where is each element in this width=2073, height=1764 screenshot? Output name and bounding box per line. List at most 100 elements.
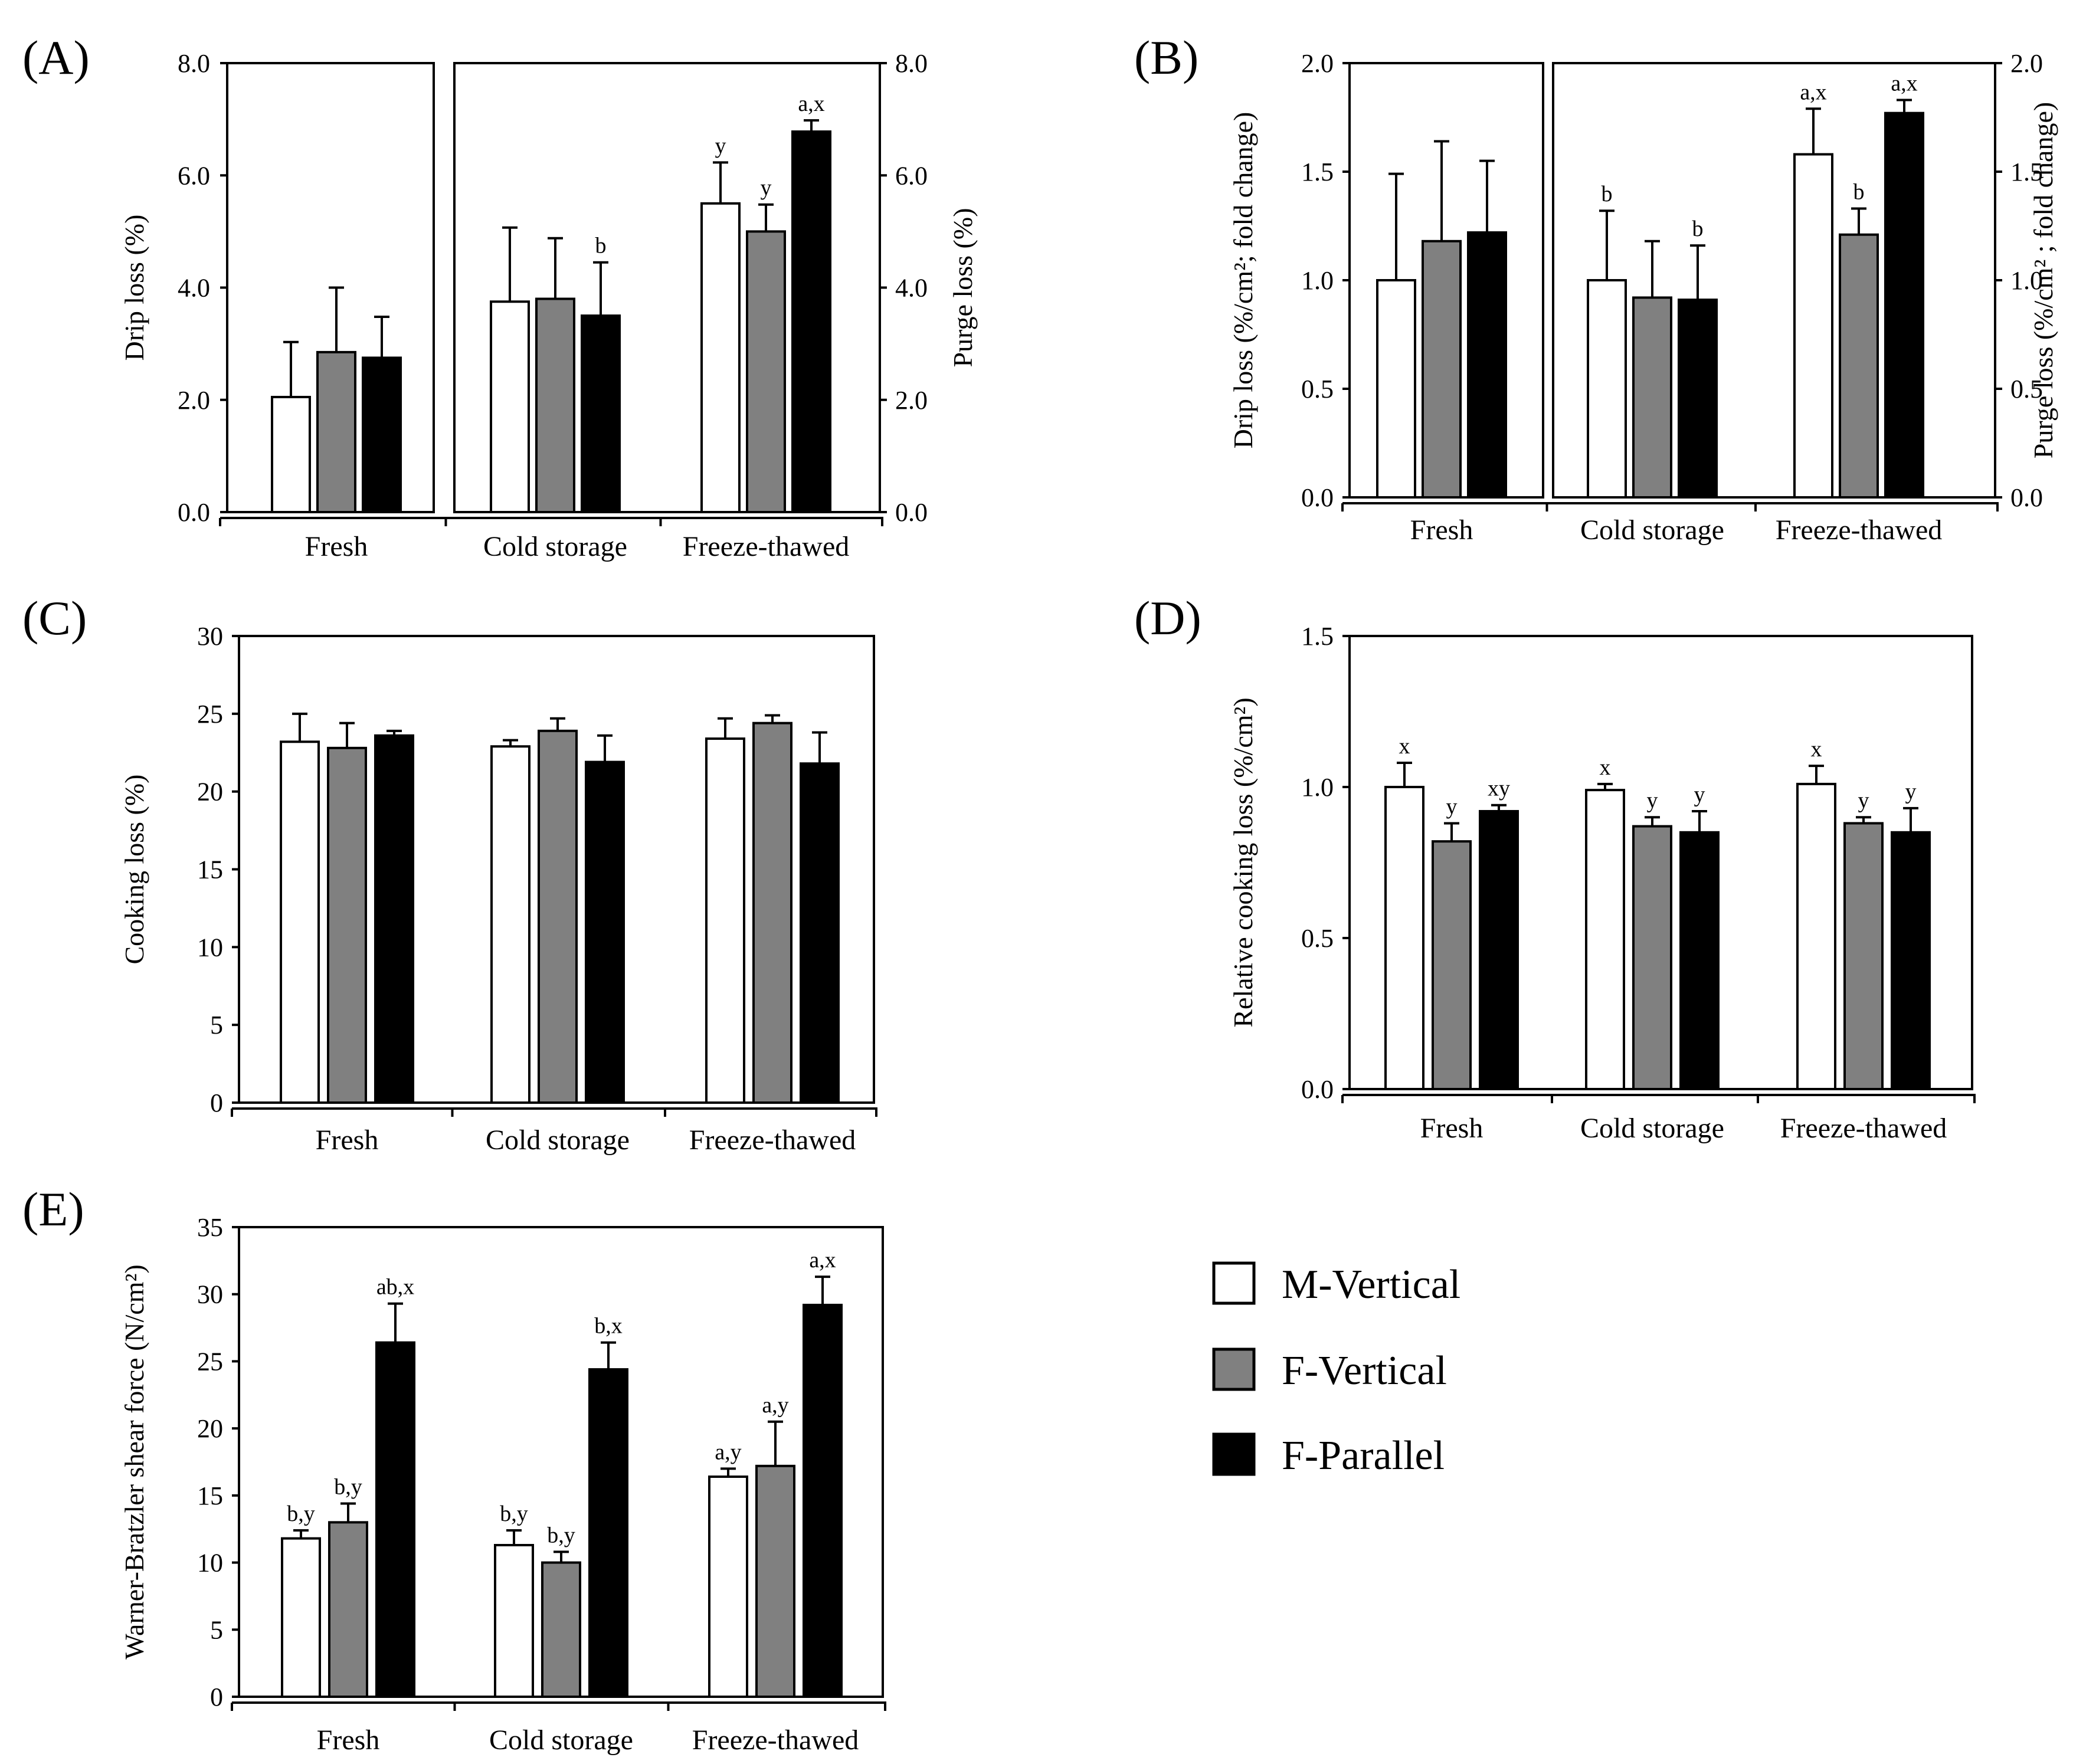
bar-f-parallel-freeze-thawed bbox=[803, 1303, 843, 1699]
significance-label: x bbox=[1399, 734, 1410, 759]
x-tick-label-fresh: Fresh bbox=[1420, 1113, 1483, 1144]
bar-f-vertical-cold-storage bbox=[538, 729, 578, 1104]
y-axis-title: Relative cooking loss (%/cm²) bbox=[1228, 697, 1258, 1027]
legend: M-Vertical F-Vertical F-Parallel bbox=[1212, 1261, 1460, 1478]
bar-f-vertical-fresh bbox=[1432, 840, 1472, 1091]
significance-label: a,y bbox=[762, 1393, 788, 1418]
significance-label: b,y bbox=[334, 1475, 362, 1500]
y-tick-label: 10 bbox=[197, 933, 223, 962]
bar-f-vertical-freeze-thawed bbox=[1839, 233, 1879, 499]
y-tick-label: 1.5 bbox=[1301, 622, 1334, 651]
significance-label: b bbox=[595, 234, 607, 258]
significance-label: b,x bbox=[594, 1314, 623, 1339]
y-axis-title-right: Purge loss (%/cm² ; fold change) bbox=[2028, 102, 2058, 458]
y-right-tick-label: 0.0 bbox=[895, 498, 928, 527]
y-tick-label: 25 bbox=[197, 1347, 223, 1376]
bar-f-vertical-freeze-thawed bbox=[752, 722, 792, 1104]
bar-f-parallel-freeze-thawed bbox=[800, 762, 840, 1104]
bar-f-vertical-cold-storage bbox=[1632, 825, 1672, 1091]
bar-f-parallel-freeze-thawed bbox=[1884, 112, 1924, 499]
legend-swatch-m-vertical bbox=[1212, 1261, 1256, 1305]
bar-f-parallel-cold-storage bbox=[581, 314, 621, 513]
significance-label: x bbox=[1811, 737, 1822, 762]
y-axis-title: Warner-Bratzler shear force (N/cm²) bbox=[119, 1264, 149, 1659]
bar-f-parallel-cold-storage bbox=[1678, 299, 1718, 499]
y-right-tick-label: 6.0 bbox=[895, 161, 928, 190]
legend-swatch-f-parallel bbox=[1212, 1432, 1256, 1476]
x-tick-label-freeze-thawed: Freeze-thawed bbox=[1780, 1113, 1947, 1144]
bar-f-parallel-cold-storage bbox=[1679, 831, 1720, 1091]
y-tick-label: 6.0 bbox=[178, 161, 210, 190]
y-tick-label: 0.5 bbox=[1301, 375, 1334, 404]
bar-m-vertical-cold-storage bbox=[1585, 789, 1625, 1090]
y-tick-label: 0.0 bbox=[178, 498, 210, 527]
bar-f-vertical-fresh bbox=[327, 746, 367, 1104]
panel-label: (D) bbox=[1134, 591, 1201, 645]
y-tick-label: 0.0 bbox=[1301, 1075, 1334, 1104]
bar-m-vertical-cold-storage bbox=[494, 1544, 534, 1698]
y-tick-label: 8.0 bbox=[178, 49, 210, 78]
panel-a: (A) 0.0 2.0 4.0 6.0 8.0 0.0 2.0 4.0 6.0 8.0 Drip lo… bbox=[22, 31, 978, 562]
x-tick-label-freeze-thawed: Freeze-thawed bbox=[1776, 514, 1943, 546]
legend-label-f-parallel: F-Parallel bbox=[1282, 1433, 1445, 1478]
y-right-tick-label: 0.0 bbox=[2010, 483, 2043, 512]
bar-m-vertical-freeze-thawed bbox=[1796, 782, 1836, 1090]
bar-f-vertical-fresh bbox=[1422, 240, 1462, 499]
bar-f-parallel-fresh bbox=[362, 356, 402, 513]
y-tick-label: 15 bbox=[197, 1481, 223, 1510]
bar-m-vertical-cold-storage bbox=[490, 300, 530, 513]
y-tick-label: 15 bbox=[197, 855, 223, 884]
y-tick-label: 2.0 bbox=[1301, 49, 1334, 78]
x-tick-label-fresh: Fresh bbox=[317, 1724, 380, 1756]
significance-label: x bbox=[1600, 755, 1611, 780]
y-right-tick-label: 2.0 bbox=[2010, 49, 2043, 78]
x-tick-label-fresh: Fresh bbox=[305, 531, 368, 562]
bar-f-parallel-fresh bbox=[375, 1341, 415, 1699]
significance-label: a,x bbox=[1891, 71, 1917, 96]
significance-label: b bbox=[1692, 217, 1704, 241]
y-tick-label: 0 bbox=[210, 1683, 223, 1711]
y-right-tick-label: 2.0 bbox=[895, 386, 928, 415]
significance-label: y bbox=[1694, 782, 1705, 807]
y-tick-label: 5 bbox=[210, 1615, 223, 1644]
bar-f-vertical-fresh bbox=[328, 1521, 368, 1698]
bar-f-parallel-fresh bbox=[1467, 231, 1507, 499]
legend-label-f-vertical: F-Vertical bbox=[1282, 1348, 1447, 1394]
y-tick-label: 0.5 bbox=[1301, 924, 1334, 953]
significance-label: y bbox=[715, 133, 726, 158]
x-tick-label-cold-storage: Cold storage bbox=[483, 531, 627, 562]
y-axis-title: Cooking loss (%) bbox=[119, 775, 149, 965]
x-tick-label-freeze-thawed: Freeze-thawed bbox=[683, 531, 850, 562]
y-tick-label: 25 bbox=[197, 700, 223, 729]
bar-m-vertical-fresh bbox=[1376, 279, 1416, 499]
significance-label: xy bbox=[1488, 776, 1510, 801]
bar-f-parallel-freeze-thawed bbox=[791, 130, 831, 514]
panel-c: (C) 0 5 10 15 20 25 30 Cooking loss (%) Fresh Cold… bbox=[22, 591, 877, 1156]
y-tick-label: 1.0 bbox=[1301, 266, 1334, 295]
y-right-tick-label: 1.5 bbox=[2010, 158, 2043, 186]
significance-label: y bbox=[1647, 788, 1658, 813]
bar-m-vertical-freeze-thawed bbox=[1793, 153, 1833, 499]
significance-label: ab,x bbox=[376, 1275, 414, 1300]
y-right-tick-label: 8.0 bbox=[895, 49, 928, 78]
y-tick-label: 20 bbox=[197, 1414, 223, 1443]
significance-label: b,y bbox=[547, 1523, 575, 1547]
significance-label: a,x bbox=[809, 1248, 836, 1273]
y-tick-label: 35 bbox=[197, 1213, 223, 1242]
y-tick-label: 30 bbox=[197, 1280, 223, 1309]
bar-m-vertical-fresh bbox=[281, 1537, 321, 1698]
significance-label: a,y bbox=[715, 1440, 741, 1464]
panel-b: (B) 0.0 0.5 1.0 1.5 2.0 0.0 0.5 1.0 1.5 2.0 Drip lo… bbox=[1134, 31, 2058, 546]
bar-f-parallel-cold-storage bbox=[588, 1368, 628, 1698]
bar-f-vertical-cold-storage bbox=[1632, 296, 1672, 499]
y-right-tick-label: 0.5 bbox=[2010, 375, 2043, 404]
panel-label: (E) bbox=[22, 1182, 84, 1236]
bar-m-vertical-freeze-thawed bbox=[708, 1476, 748, 1698]
y-axis-title: Drip loss (%/cm²; fold change) bbox=[1228, 112, 1258, 449]
x-tick-label-cold-storage: Cold storage bbox=[1580, 514, 1724, 546]
y-tick-label: 0.0 bbox=[1301, 483, 1334, 512]
bar-f-vertical-fresh bbox=[316, 350, 356, 513]
y-axis-title-right: Purge loss (%) bbox=[948, 208, 978, 367]
y-tick-label: 20 bbox=[197, 778, 223, 806]
legend-label-m-vertical: M-Vertical bbox=[1282, 1262, 1460, 1307]
